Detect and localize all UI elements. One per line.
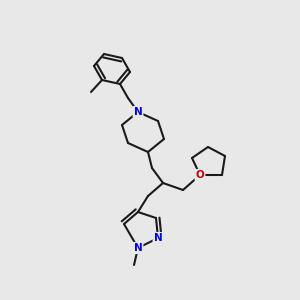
Text: O: O — [196, 170, 204, 180]
Text: N: N — [134, 243, 142, 253]
Text: N: N — [154, 233, 162, 243]
Text: N: N — [134, 107, 142, 117]
